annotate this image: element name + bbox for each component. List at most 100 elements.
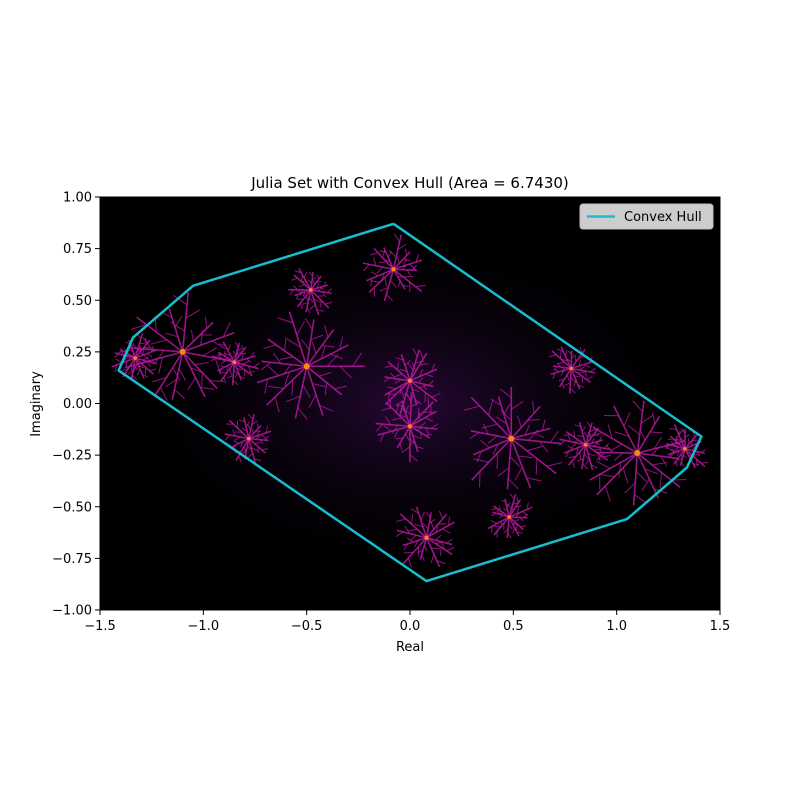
fractal-arm [613,405,639,454]
fractal-branch [145,337,148,345]
fractal-arm [182,351,218,390]
fractal-branch [579,347,583,354]
fractal-arm [400,353,411,382]
fractal-arm [134,357,145,379]
fractal-branch [419,363,429,366]
fractal-branch [232,429,236,437]
fractal-branch [241,427,248,432]
fractal-branch [448,516,450,526]
fractal-branch [522,511,529,516]
fractal-arm [471,438,512,481]
fractal-branch [576,458,584,462]
fractal-branch [589,428,596,433]
fractal-branch [676,450,680,456]
fractal-branch [469,432,480,440]
fractal-branch [673,446,679,451]
fractal-branch [560,370,565,376]
fractal-branch [210,356,217,362]
fractal-branch [503,528,509,534]
fractal-branch [211,340,226,350]
fractal-branch [259,439,264,445]
fractal-branch [311,341,317,354]
fractal-branch [533,432,545,439]
fractal-branch [618,462,622,478]
fractal-branch [627,424,640,436]
fractal-branch [370,271,379,277]
fractal-branch [436,560,446,564]
fractal-arm [409,425,438,430]
fractal-arm [134,349,157,359]
fractal-branch [222,322,231,337]
fractal-branch [541,419,546,431]
fractal-branch [418,368,424,377]
fractal-branch [190,329,194,342]
fractal-arm [136,316,184,353]
fractal-branch [563,382,571,387]
fractal-arm [233,346,247,363]
fractal-branch [185,309,201,319]
fractal-branch [174,389,186,400]
fractal-branch [604,442,610,449]
fractal-branch [653,437,662,450]
fractal-branch [251,420,258,426]
fractal-branch [226,365,229,371]
fractal-branch [566,374,570,381]
fractal-arm [233,361,243,381]
fractal-branch [308,271,313,277]
fractal-branch [114,364,118,372]
fractal-branch [390,372,396,379]
fractal-branch [387,386,396,390]
fractal-arm [256,365,307,384]
fractal-branch [265,426,268,433]
fractal-arm [231,362,236,386]
fractal-branch [603,454,611,458]
fractal-branch [442,528,451,534]
fractal-arm [396,425,411,449]
fractal-branch [142,356,149,361]
fractal-arm [409,425,419,453]
fractal-branch [395,357,404,361]
fractal-arm [248,438,267,454]
x-tick-label: 0.5 [503,619,524,634]
fractal-branch [682,454,688,459]
fractal-branch [250,447,259,452]
fractal-branch [402,408,411,415]
fractal-branch [589,367,596,373]
fractal-branch [673,457,679,460]
fractal-arm [310,289,330,309]
fractal-branch [378,261,387,264]
fractal-arm [248,430,272,440]
fractal-branch [224,434,231,441]
fractal-branch [149,368,157,372]
fractal-branch [170,321,185,332]
fractal-arm [510,438,532,489]
fractal-branch [570,376,577,383]
fractal-branch [644,468,658,475]
fractal-arm [425,513,448,539]
fractal-branch [200,387,215,390]
fractal-branch [414,523,424,528]
fractal-branch [326,288,332,294]
fractal-branch [623,412,631,427]
fractal-branch [392,425,399,434]
fractal-branch [136,369,141,376]
fractal-branch [158,357,163,374]
fractal-arm [383,247,395,270]
fractal-branch [310,334,324,341]
fractal-arm [392,268,423,293]
fractal-arm [384,376,411,382]
fractal-core [232,360,237,364]
fractal-branch [498,514,504,519]
fractal-branch [567,350,572,355]
fractal-branch [394,379,402,384]
fractal-branch [200,329,204,346]
fractal-branch [403,275,414,278]
fractal-branch [147,361,151,368]
fractal-branch [561,382,565,389]
fractal-branch [509,493,515,500]
fractal-branch [416,446,424,450]
fractal-branch [261,448,269,451]
fractal-core [179,348,186,355]
fractal-branch [571,354,576,359]
fractal-branch [246,358,252,363]
